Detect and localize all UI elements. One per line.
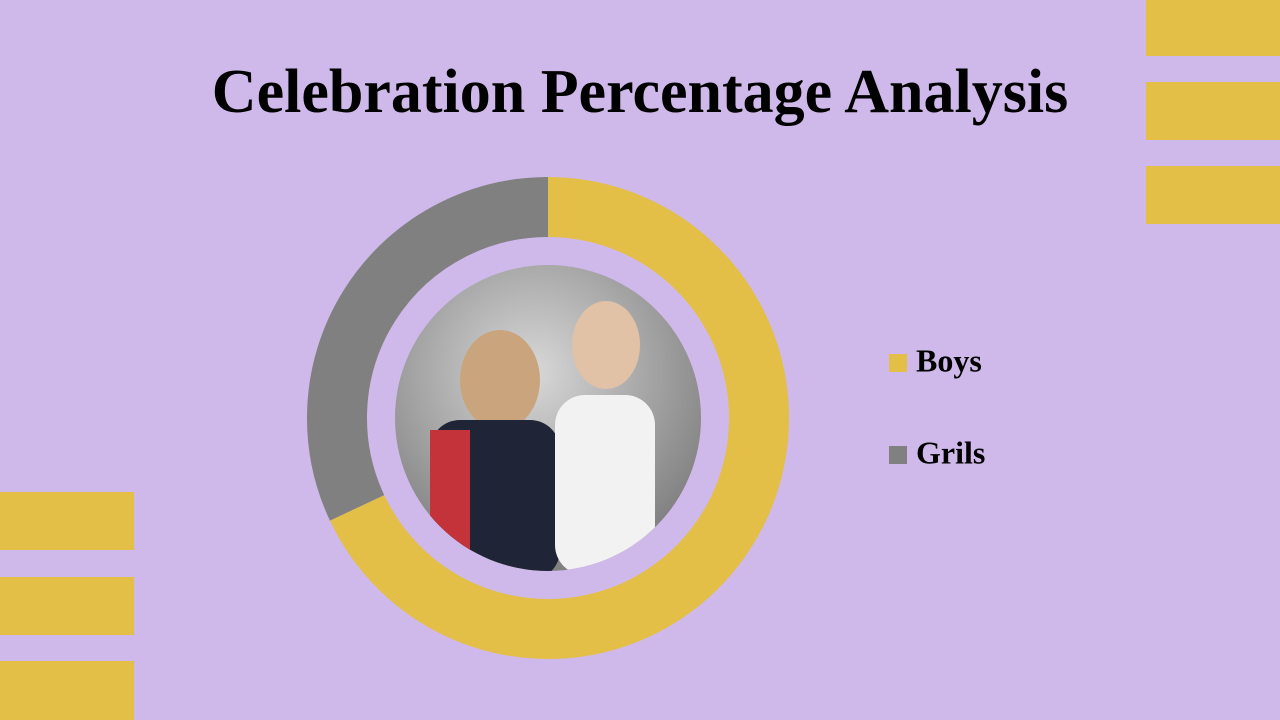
legend-label: Grils <box>916 434 985 470</box>
donut-segment <box>307 177 549 521</box>
legend-swatch <box>889 446 907 464</box>
donut-segment <box>329 177 789 659</box>
photo <box>395 265 701 571</box>
donut <box>307 177 789 659</box>
legend-label: Boys <box>916 342 982 378</box>
legend: Boys Grils <box>889 342 985 470</box>
decor-bar <box>0 492 134 550</box>
decor-bar <box>1146 82 1280 140</box>
chart-title: Celebration Percentage Analysis <box>212 58 1068 126</box>
decor-bar <box>0 661 134 720</box>
decor-bar <box>0 577 134 635</box>
decor-bar <box>1146 166 1280 224</box>
legend-swatch <box>889 354 907 372</box>
decor-bar <box>1146 0 1280 56</box>
